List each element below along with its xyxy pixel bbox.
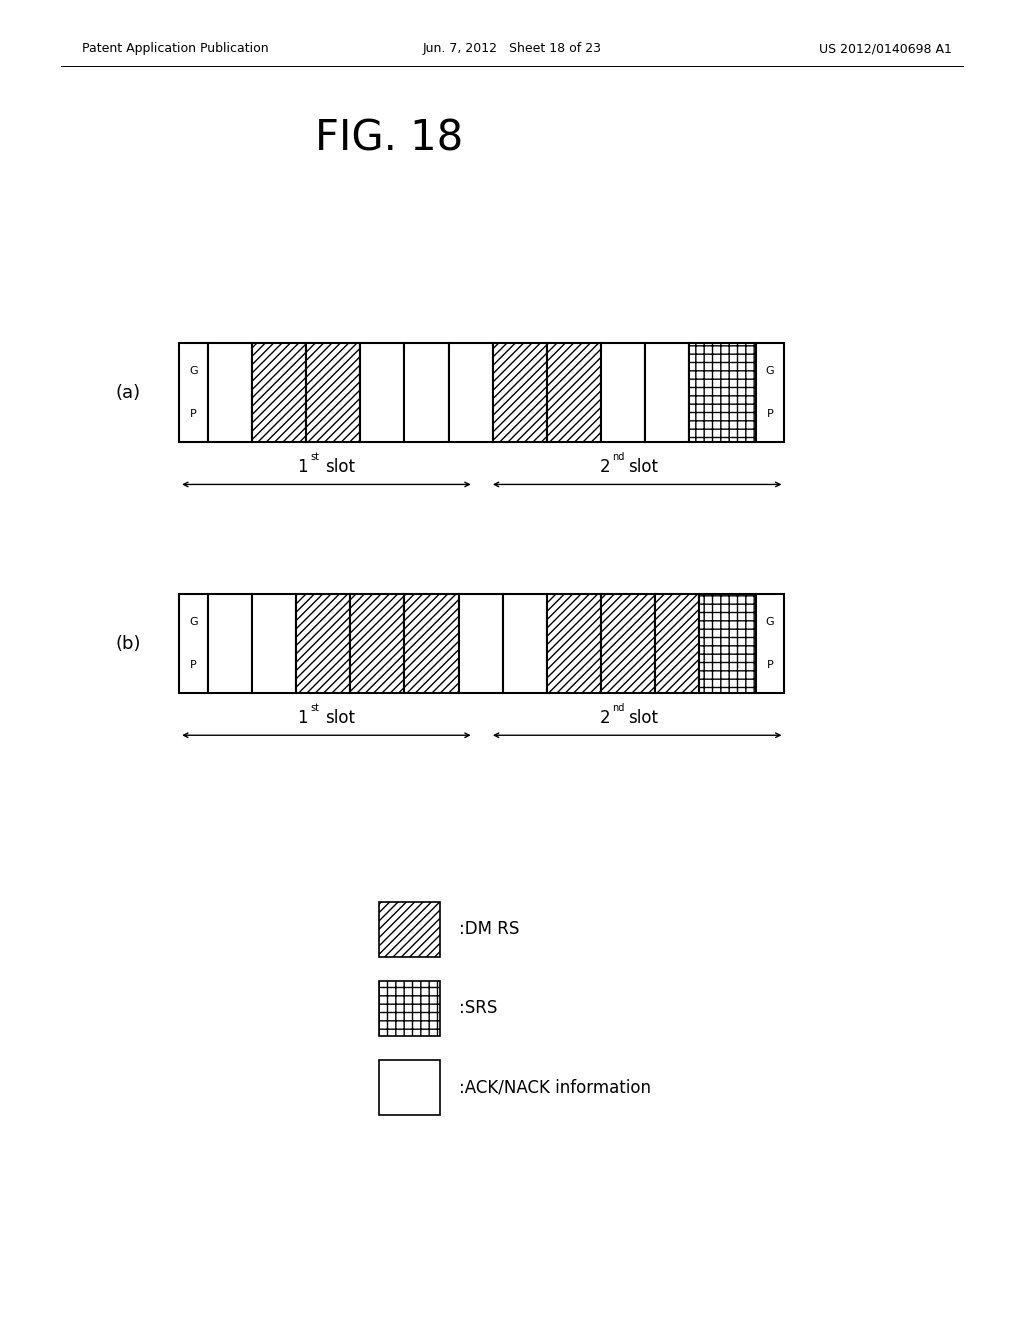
Bar [756, 343, 784, 442]
Text: nd: nd [612, 702, 625, 713]
Text: 1: 1 [297, 709, 308, 727]
Bar [601, 343, 645, 442]
Text: US 2012/0140698 A1: US 2012/0140698 A1 [819, 42, 952, 55]
Bar [459, 594, 503, 693]
Text: st: st [310, 702, 319, 713]
Bar [379, 1060, 440, 1115]
Text: 1: 1 [297, 458, 308, 477]
Bar [404, 343, 449, 442]
Text: Jun. 7, 2012   Sheet 18 of 23: Jun. 7, 2012 Sheet 18 of 23 [423, 42, 601, 55]
Bar [689, 343, 756, 442]
Bar [350, 594, 404, 693]
Text: :DM RS: :DM RS [459, 920, 519, 939]
Bar [252, 594, 296, 693]
Text: G: G [766, 366, 774, 376]
Text: G: G [766, 616, 774, 627]
Bar [306, 343, 360, 442]
Bar [360, 343, 404, 442]
Text: :SRS: :SRS [459, 999, 497, 1018]
Text: FIG. 18: FIG. 18 [315, 117, 463, 160]
Bar [208, 594, 252, 693]
Bar [547, 594, 601, 693]
Bar [645, 343, 689, 442]
Bar [449, 343, 493, 442]
Bar [208, 343, 252, 442]
Bar [379, 981, 440, 1036]
Bar [379, 902, 440, 957]
Bar [503, 594, 547, 693]
Bar [547, 343, 601, 442]
Text: 2: 2 [600, 458, 610, 477]
Text: :ACK/NACK information: :ACK/NACK information [459, 1078, 651, 1097]
Bar [699, 594, 756, 693]
Bar [756, 594, 784, 693]
Text: G: G [189, 366, 198, 376]
Text: nd: nd [612, 451, 625, 462]
Bar [404, 594, 459, 693]
Text: slot: slot [326, 458, 355, 477]
Text: Patent Application Publication: Patent Application Publication [82, 42, 268, 55]
Text: P: P [190, 660, 197, 671]
Text: (a): (a) [116, 384, 140, 401]
Text: P: P [190, 409, 197, 420]
Bar [252, 343, 306, 442]
Bar [493, 343, 547, 442]
Bar [296, 594, 350, 693]
Text: slot: slot [326, 709, 355, 727]
Text: slot: slot [628, 709, 658, 727]
Bar [179, 594, 208, 693]
Text: st: st [310, 451, 319, 462]
Text: P: P [767, 660, 773, 671]
Text: 2: 2 [600, 709, 610, 727]
Text: P: P [767, 409, 773, 420]
Bar [655, 594, 699, 693]
Text: G: G [189, 616, 198, 627]
Bar [179, 343, 208, 442]
Bar [601, 594, 655, 693]
Text: slot: slot [628, 458, 658, 477]
Text: (b): (b) [116, 635, 140, 652]
